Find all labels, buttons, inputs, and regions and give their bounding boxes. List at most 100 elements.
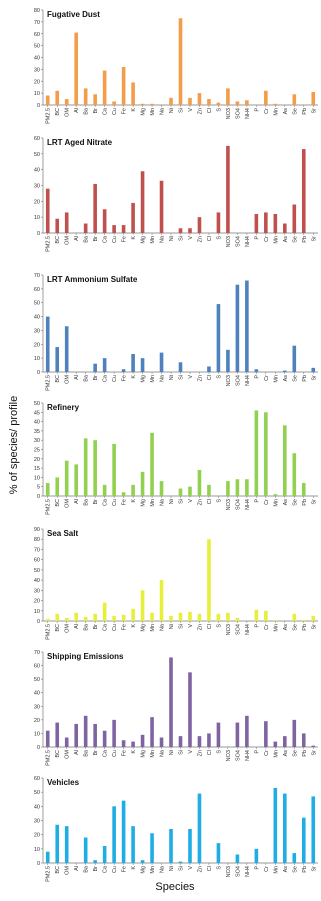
y-tick-label: 0 [37,745,40,751]
x-tick-label: Cl [207,375,213,380]
x-tick-label: K [131,866,137,870]
x-tick-label: NH4 [245,375,251,386]
x-tick-label: Cu [112,375,118,382]
x-tick-label: K [131,750,137,754]
bar [235,722,240,747]
bar [311,91,316,105]
x-tick-label: As [283,375,289,382]
bar [102,484,107,496]
bar [45,618,50,621]
x-tick-label: NH4 [245,108,251,119]
x-tick-label: S [216,866,222,870]
x-tick-label: NO3 [226,750,232,761]
x-tick-label: Mg [141,750,147,758]
bar [45,95,50,105]
x-tick-label: Mn [150,108,156,116]
x-tick-label: Mg [141,375,147,383]
y-tick-label: 50 [34,152,40,158]
x-tick-label: NO3 [226,499,232,510]
bar [207,366,211,372]
y-tick-label: 10 [34,609,40,615]
x-tick-label: Cr [264,624,270,630]
x-tick-label: Al [74,624,80,629]
y-tick-label: 20 [34,457,40,463]
y-tick-label: 70 [34,20,40,26]
bar [301,817,306,863]
bar [102,730,107,747]
bar [254,410,259,496]
x-tick-label: Mn [150,866,156,874]
y-tick-label: 20 [34,79,40,85]
bar [292,204,297,233]
bar [55,824,60,863]
x-tick-label: Ni [169,866,175,871]
y-tick-label: 80 [34,537,40,543]
bar [292,453,297,496]
bar [64,460,69,496]
bar [301,149,306,233]
x-tick-label: Si [179,750,185,755]
x-tick-label: P [254,236,260,240]
bar [235,854,240,863]
x-tick-label: Cl [207,866,213,871]
panel-title: Sea Salt [47,529,78,538]
bar [178,736,183,747]
y-tick-label: 40 [34,804,40,810]
x-tick-label: Na [160,374,166,382]
bar [216,304,221,372]
x-tick-label: S [216,624,222,628]
x-tick-label: Si [179,624,185,629]
x-tick-label: Se [292,624,298,631]
x-tick-label: Pb [302,499,308,506]
bar [131,608,135,621]
x-tick-label: Fe [122,750,128,756]
bar [102,846,107,863]
x-tick-label: Ni [169,499,175,504]
y-tick-label: 20 [34,599,40,605]
x-tick-label: Ni [169,375,175,380]
bar [235,617,240,621]
bar [159,180,164,233]
x-tick-label: BC [55,236,61,244]
bar [93,183,97,233]
y-tick-label: 70 [34,650,40,656]
x-tick-label: Ca [103,865,109,873]
x-tick-label: As [283,866,289,873]
bar [140,734,145,747]
bar [112,225,116,233]
bar [254,214,259,233]
x-tick-label: Sr [311,624,317,630]
x-tick-label: Fe [122,108,128,114]
x-tick-label: Zn [197,750,203,756]
y-tick-label: 30 [34,184,40,190]
x-tick-label: Cr [264,499,270,505]
bar [64,99,69,105]
x-tick-label: NO3 [226,866,232,877]
x-tick-label: Br [93,499,99,505]
x-tick-label: Mg [141,624,147,632]
y-tick-label: 25 [34,448,40,454]
bar [55,90,60,105]
x-tick-label: BC [55,866,61,874]
x-tick-label: OM [65,236,71,245]
bar [83,223,88,233]
bar [245,479,249,496]
x-tick-label: P [254,499,260,503]
bar [188,829,192,863]
bar [207,733,211,747]
x-tick-label: Ca [103,374,109,382]
x-tick-label: NH4 [245,624,251,635]
bar [112,806,116,863]
x-tick-label: Sr [311,866,317,872]
x-tick-label: Mn [150,750,156,758]
x-tick-label: NH4 [245,499,251,510]
x-tick-label: Sr [311,236,317,242]
x-tick-label: Br [93,236,99,242]
x-tick-label: Si [179,108,185,113]
y-tick-label: 30 [34,438,40,444]
x-tick-label: Br [93,866,99,872]
x-tick-label: OM [65,108,71,117]
bar [150,717,154,747]
y-tick-label: 50 [34,677,40,683]
y-tick-label: 10 [34,847,40,853]
